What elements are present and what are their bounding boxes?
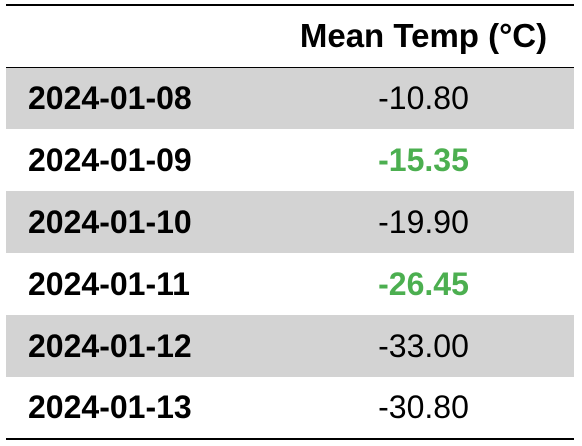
row-date-label: 2024-01-11: [28, 265, 190, 302]
temperature-table-container: Mean Temp (°C) 2024-01-08 -10.80 2024-01-0…: [6, 4, 574, 440]
temp-value: -33.00: [378, 327, 469, 364]
temp-value: -30.80: [378, 389, 469, 425]
highlighted-temp-value: -26.45: [378, 265, 469, 302]
header-row: Mean Temp (°C): [6, 5, 574, 67]
temp-value: -19.90: [378, 203, 469, 240]
table-row: 2024-01-11 -26.45: [6, 253, 574, 315]
highlighted-temp-value: -15.35: [378, 141, 469, 178]
row-date-label: 2024-01-08: [28, 79, 192, 116]
row-date-label: 2024-01-13: [28, 389, 192, 425]
table-body: 2024-01-08 -10.80 2024-01-09 -15.35 2024-01-…: [6, 67, 574, 439]
row-date-label: 2024-01-12: [28, 327, 192, 364]
table-row: 2024-01-10 -19.90: [6, 191, 574, 253]
row-date-label: 2024-01-09: [28, 141, 192, 178]
date-column-header: [6, 5, 247, 67]
row-date-label: 2024-01-10: [28, 203, 192, 240]
table-row: 2024-01-09 -15.35: [6, 129, 574, 191]
temperature-table: Mean Temp (°C) 2024-01-08 -10.80 2024-01-0…: [6, 4, 574, 440]
table-row: 2024-01-13 -30.80: [6, 377, 574, 439]
mean-temp-column-header: Mean Temp (°C): [299, 17, 548, 55]
table-header: Mean Temp (°C): [6, 5, 574, 67]
table-row: 2024-01-12 -33.00: [6, 315, 574, 377]
temp-value: -10.80: [378, 79, 469, 116]
table-row: 2024-01-08 -10.80: [6, 67, 574, 129]
